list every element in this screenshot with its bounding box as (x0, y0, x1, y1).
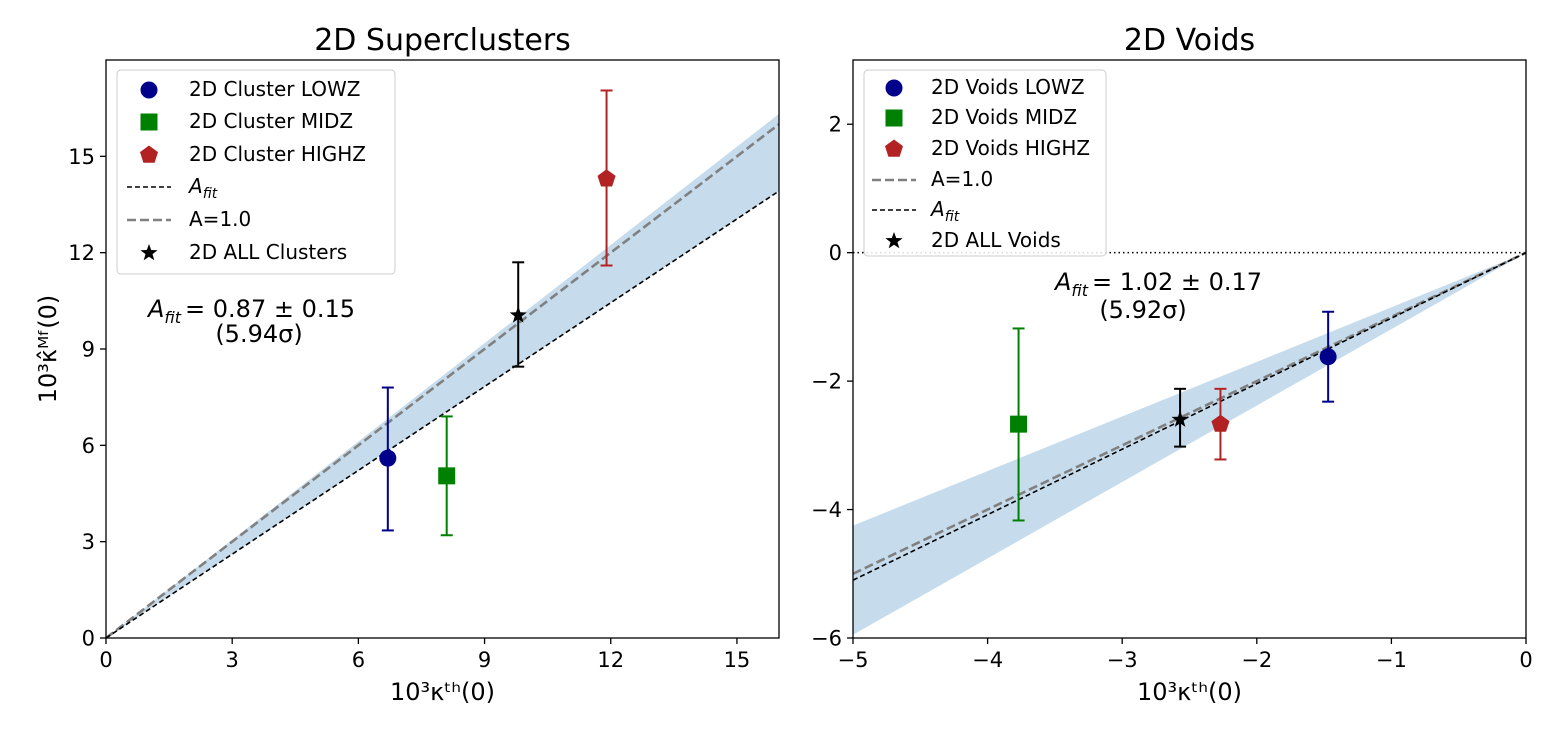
voids-x-axis-label: 10³κᵗʰ(0) (1137, 678, 1242, 706)
voids-line-a-fit (853, 251, 1526, 581)
voids-plot-area (853, 251, 1526, 635)
clusters-y-tick-label: 9 (82, 338, 95, 362)
legend-label-all-clusters: 2D ALL Clusters (189, 240, 347, 264)
voids-2d-voids-midz-point (1010, 415, 1028, 433)
legend-label-voids-lowz: 2D Voids LOWZ (931, 75, 1085, 99)
legend-label-voids-afit: Afit (929, 197, 960, 225)
voids-confidence-band (853, 252, 1526, 635)
superclusters-significance: (5.94σ) (215, 320, 302, 348)
voids-y-tick-label: 0 (829, 241, 842, 265)
clusters-confidence-band (106, 113, 779, 638)
voids-y-tick-label: −4 (811, 498, 842, 522)
voids-significance: (5.92σ) (1099, 296, 1186, 324)
voids-ticks: −5 −4 −3 −2 −1 0 −6 −4 −2 0 2 (811, 113, 1533, 672)
clusters-y-tick-label: 12 (68, 241, 95, 265)
voids-legend-box (863, 69, 1107, 257)
clusters-y-tick-label: 6 (82, 434, 95, 458)
legend-label-voids-midz: 2D Voids MIDZ (931, 105, 1077, 129)
voids-panel: −5 −4 −3 −2 −1 0 −6 −4 −2 0 2 2D Voids 10³κᵗʰ(0) 2… (811, 23, 1533, 706)
legend-label-cluster-midz: 2D Cluster MIDZ (189, 109, 353, 133)
voids-legend-swatch-2d-voids-midz (885, 109, 903, 127)
superclusters-afit-annotation: Afit = 0.87 ± 0.15 (146, 295, 355, 327)
clusters-legend-swatch-2d-all-clusters (140, 244, 158, 261)
clusters-y-tick-label: 3 (82, 530, 95, 554)
legend-label-cluster-highz: 2D Cluster HIGHZ (189, 142, 366, 166)
legend-label-voids-highz: 2D Voids HIGHZ (931, 136, 1090, 160)
clusters-y-tick-label: 15 (68, 145, 95, 169)
clusters-2d-cluster-highz-point (597, 169, 616, 187)
voids-axes-frame (852, 59, 1527, 639)
clusters-legend-swatch-2d-cluster-highz (140, 145, 158, 163)
clusters-x-tick-label: 0 (99, 648, 112, 672)
voids-x-tick-label: 0 (1519, 648, 1532, 672)
voids-y-tick-label: −6 (811, 627, 842, 651)
voids-y-tick-label: 2 (829, 113, 842, 137)
legend-label-all-voids: 2D ALL Voids (931, 228, 1061, 252)
voids-x-tick-label: −5 (838, 648, 869, 672)
clusters-2d-cluster-lowz-point (379, 449, 397, 467)
voids-legend: 2D Voids LOWZ 2D Voids MIDZ 2D Voids HIG… (863, 69, 1107, 257)
voids-2d-all-voids-point (1171, 410, 1189, 427)
clusters-line-a-fit (106, 190, 779, 638)
voids-x-tick-label: −1 (1376, 648, 1407, 672)
superclusters-plot-area (106, 89, 779, 638)
clusters-2d-cluster-midz-point (438, 467, 456, 485)
superclusters-ticks: 0 3 6 9 12 15 0 3 6 9 12 15 (68, 145, 750, 672)
voids-2d-voids-highz-point (1211, 414, 1230, 432)
superclusters-panel: 0 3 6 9 12 15 0 3 6 9 12 15 2D Superclusters 10³κᵗʰ… (34, 23, 780, 706)
clusters-2d-all-clusters-point (509, 306, 527, 323)
voids-line-a-1-0 (853, 251, 1526, 575)
legend-label-a-one: A=1.0 (189, 207, 251, 231)
voids-y-tick-label: −2 (811, 370, 842, 394)
superclusters-y-axis-label: 10³κ̂ᴹᶠ(0) (34, 295, 62, 403)
voids-x-tick-label: −2 (1241, 648, 1272, 672)
clusters-x-tick-label: 3 (226, 648, 239, 672)
voids-afit-annotation: Afit = 1.02 ± 0.17 (1053, 268, 1262, 300)
superclusters-legend-box (116, 69, 396, 275)
voids-legend-swatch-2d-voids-lowz (885, 79, 903, 97)
clusters-legend-swatch-2d-cluster-midz (140, 113, 158, 131)
voids-legend-swatch-2d-voids-highz (885, 139, 903, 157)
clusters-y-tick-label: 0 (82, 627, 95, 651)
superclusters-legend: 2D Cluster LOWZ 2D Cluster MIDZ 2D Clust… (116, 69, 396, 275)
superclusters-x-axis-label: 10³κᵗʰ(0) (390, 678, 495, 706)
legend-label-voids-a-one: A=1.0 (931, 167, 993, 191)
voids-2d-voids-lowz-point (1319, 348, 1337, 366)
clusters-legend-swatch-2d-cluster-lowz (140, 81, 158, 99)
clusters-x-tick-label: 9 (478, 648, 491, 672)
voids-x-tick-label: −4 (972, 648, 1003, 672)
voids-legend-swatch-2d-all-voids (885, 232, 903, 249)
clusters-x-tick-label: 15 (724, 648, 751, 672)
clusters-x-tick-label: 12 (597, 648, 624, 672)
voids-x-tick-label: −3 (1107, 648, 1138, 672)
clusters-line-a-1-0 (106, 123, 779, 638)
superclusters-title: 2D Superclusters (314, 23, 571, 58)
legend-label-cluster-lowz: 2D Cluster LOWZ (189, 77, 360, 101)
voids-title: 2D Voids (1124, 23, 1255, 58)
clusters-x-tick-label: 6 (352, 648, 365, 672)
legend-label-afit: Afit (187, 174, 218, 202)
